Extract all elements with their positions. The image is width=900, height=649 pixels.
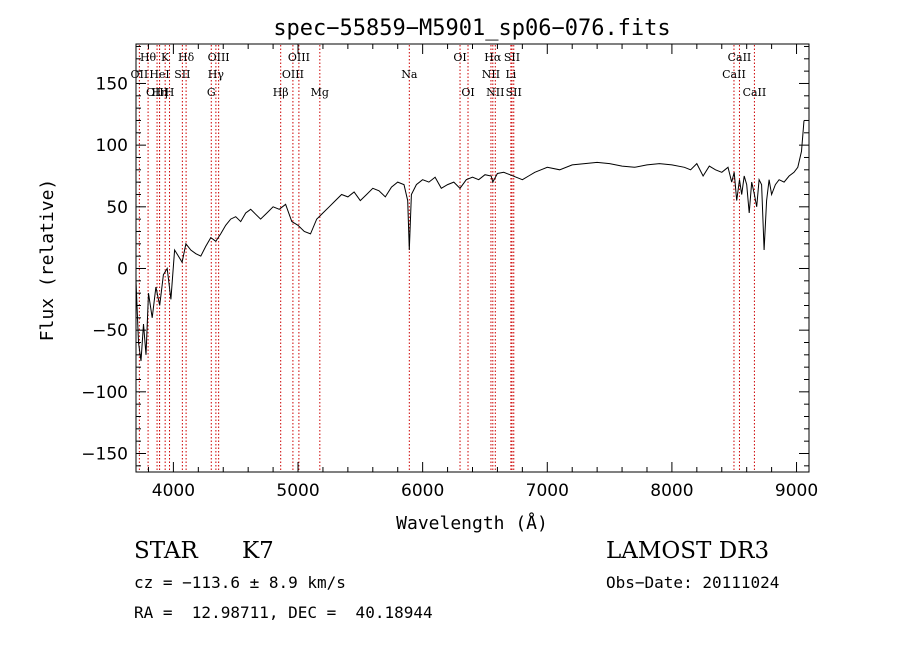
emission-line-markers <box>138 45 755 471</box>
line-label-8: Hδ <box>178 51 195 64</box>
x-axis: 4000 5000 6000 7000 8000 9000 <box>147 44 818 501</box>
flux-series-line <box>135 120 805 362</box>
object-class: STAR <box>134 538 198 564</box>
line-label-6: H <box>165 86 175 99</box>
line-label-4: Hη <box>151 86 167 99</box>
x-tick-label-1: 5000 <box>276 481 319 501</box>
chart-title: spec−55859−M5901_sp06−076.fits <box>273 16 670 41</box>
y-axis-label: Flux (relative) <box>37 179 58 342</box>
y-tick-label-3: 0 <box>117 259 128 279</box>
line-label-5: HeI <box>149 68 169 81</box>
line-label-20: NII <box>482 68 500 81</box>
line-label-7: SII <box>174 68 190 81</box>
line-label-0: Hθ <box>140 51 157 64</box>
line-label-10: Hγ <box>208 68 225 81</box>
line-label-22: SII <box>504 51 520 64</box>
line-label-14: OIII <box>282 68 304 81</box>
line-label-12: Hβ <box>273 86 289 99</box>
survey-name: LAMOST DR3 <box>606 538 770 564</box>
line-label-26: CaII <box>722 68 746 81</box>
line-label-27: CaII <box>743 86 767 99</box>
coordinates: RA = 12.98711, DEC = 40.18944 <box>134 603 433 622</box>
line-label-18: OI <box>461 86 474 99</box>
y-tick-label-6: 150 <box>96 74 128 94</box>
line-label-1: OII <box>131 68 149 81</box>
line-label-13: OIII <box>288 51 310 64</box>
y-tick-label-5: 100 <box>96 136 128 156</box>
y-tick-label-0: −150 <box>81 444 128 464</box>
x-tick-label-3: 7000 <box>526 481 569 501</box>
line-label-9: OIII <box>208 51 230 64</box>
observation-date: Obs−Date: 20111024 <box>606 573 780 592</box>
x-tick-label-4: 8000 <box>650 481 693 501</box>
x-tick-label-2: 6000 <box>401 481 444 501</box>
emission-line-labels: Hθ OII OIII K Hη HeI H SII Hδ OIII Hγ G Hβ OIII OIII Mg… <box>131 51 767 99</box>
line-label-15: Mg <box>311 86 329 99</box>
y-tick-label-4: 50 <box>106 198 128 218</box>
line-label-23: Li <box>505 68 516 81</box>
plot-frame <box>135 43 810 473</box>
line-label-17: OI <box>453 51 466 64</box>
line-label-19: Hα <box>484 51 502 64</box>
y-tick-label-1: −100 <box>81 383 128 403</box>
line-label-21: NII <box>486 86 504 99</box>
x-tick-label-0: 4000 <box>152 481 195 501</box>
line-label-24: SII <box>506 86 522 99</box>
x-tick-label-5: 9000 <box>775 481 818 501</box>
line-label-25: CaII <box>728 51 752 64</box>
object-subclass: K7 <box>242 538 274 564</box>
line-label-3: K <box>161 51 170 64</box>
x-axis-label: Wavelength (Å) <box>396 512 548 534</box>
y-tick-label-2: −50 <box>92 321 128 341</box>
y-axis: −150 −100 −50 0 50 100 150 <box>81 45 809 467</box>
redshift-info: cz = −113.6 ± 8.9 km/s <box>134 573 346 592</box>
line-label-11: G <box>207 86 216 99</box>
line-label-2: OIII <box>146 86 168 99</box>
line-label-16: Na <box>401 68 418 81</box>
